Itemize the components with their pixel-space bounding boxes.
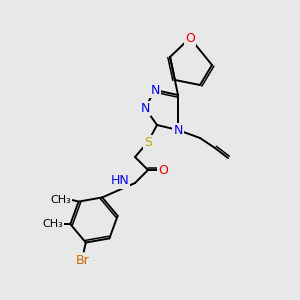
Text: N: N [140,101,150,115]
Text: Br: Br [76,254,90,267]
Text: N: N [150,83,160,97]
Text: O: O [158,164,168,176]
Text: S: S [144,136,152,148]
Text: CH₃: CH₃ [50,195,71,205]
Text: CH₃: CH₃ [42,219,63,229]
Text: O: O [185,32,195,44]
Text: HN: HN [110,175,129,188]
Text: N: N [173,124,183,136]
